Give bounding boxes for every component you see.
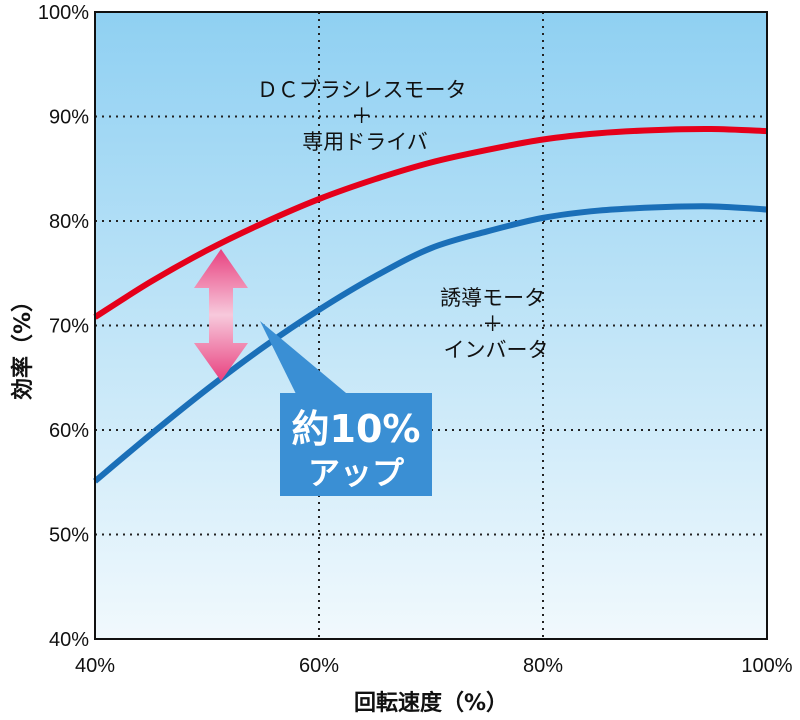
y-tick-label: 50% [49,525,89,547]
plot-frame [94,11,768,640]
series-layer [93,126,768,484]
double-arrow-icon [194,249,248,381]
dc-motor-label-line-1: ＤＣブラシレスモータ [257,78,467,102]
x-axis-ticks: 40% 60% 80% 100% [75,655,793,677]
y-tick-label: 80% [49,211,89,233]
dc-brushless-motor-line [93,126,768,320]
x-tick-label: 80% [523,655,563,677]
dc-motor-label: ＤＣブラシレスモータ ＋ 専用ドライバ [257,78,473,154]
improvement-annotation: 約10% アップ [194,249,432,496]
x-tick-label: 100% [741,655,792,677]
induction-motor-label-line-1: 誘導モータ [440,286,545,310]
y-tick-label: 100% [38,2,89,24]
x-tick-label: 60% [299,655,339,677]
callout-text-line-2: アップ [308,454,405,492]
dc-motor-label-line-3: 専用ドライバ [302,130,428,154]
y-tick-label: 70% [49,316,89,338]
y-tick-label: 90% [49,107,89,129]
callout-pointer [260,321,352,398]
callout-text-line-1: 約10% [292,407,421,451]
y-tick-label: 60% [49,420,89,442]
x-tick-label: 40% [75,655,115,677]
callout-box [280,393,432,496]
induction-motor-line [93,203,768,484]
y-tick-label: 40% [49,629,89,651]
y-axis-ticks: 40% 50% 60% 70% 80% 90% 100% [38,2,89,651]
induction-motor-label-line-3: インバータ [444,338,549,362]
induction-motor-label-line-2: ＋ [482,312,503,336]
dc-motor-label-line-2: ＋ [351,104,372,128]
y-axis-title: 効率（%） [10,290,36,400]
induction-motor-label: 誘導モータ ＋ インバータ [440,286,552,362]
x-axis-title: 回転速度（%） [354,690,508,716]
